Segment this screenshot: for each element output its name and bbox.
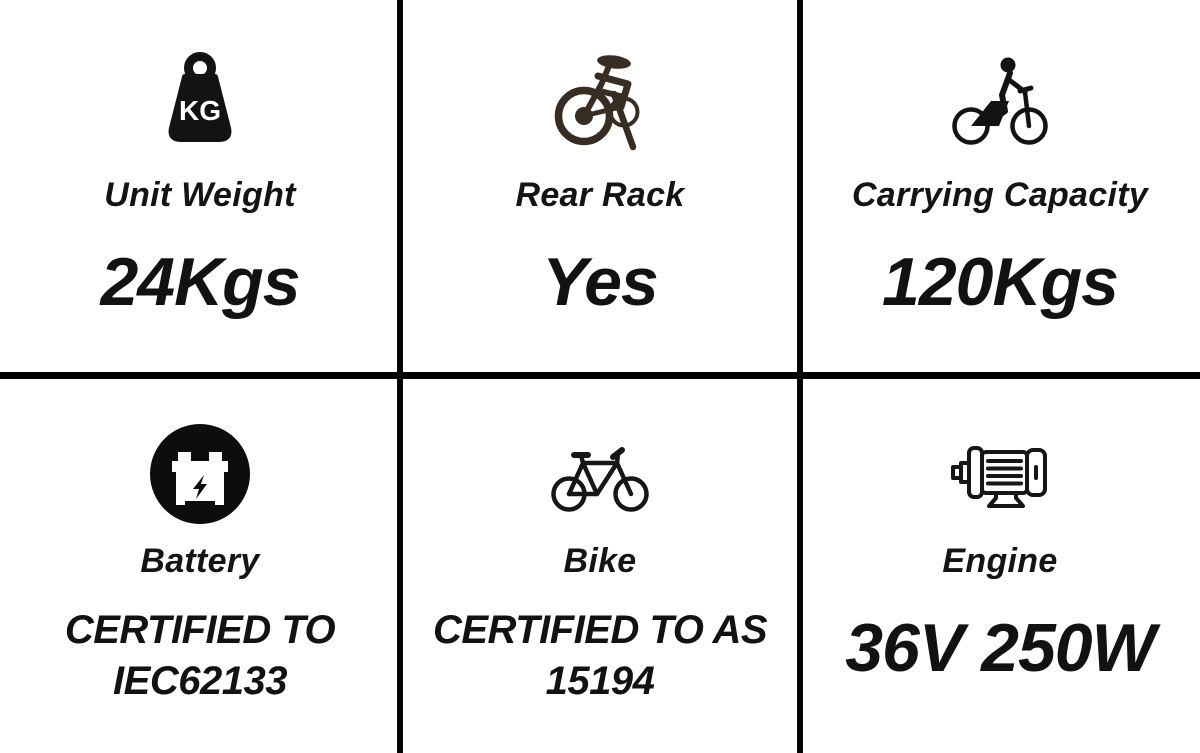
- cell-carrying-capacity: Carrying Capacity 120Kgs: [800, 0, 1200, 376]
- spec-label: Carrying Capacity: [851, 176, 1149, 214]
- spec-value: CERTIFIED TO AS 15194: [432, 608, 768, 704]
- divider-horizontal: [0, 372, 1200, 379]
- spec-value: Yes: [542, 244, 658, 320]
- spec-label: Bike: [563, 542, 637, 580]
- icon-box: [554, 50, 646, 152]
- rear-rack-bike-icon: [554, 55, 640, 151]
- spec-label: Rear Rack: [515, 176, 685, 214]
- spec-value: 36V 250W: [845, 610, 1156, 686]
- icon-box: [950, 50, 1050, 152]
- battery-icon: [150, 424, 250, 524]
- spec-label: Unit Weight: [104, 176, 296, 214]
- svg-text:KG: KG: [179, 95, 221, 126]
- cell-bike: Bike CERTIFIED TO AS 15194: [400, 376, 800, 753]
- cell-engine: Engine 36V 250W: [800, 376, 1200, 753]
- bicycle-icon: [551, 447, 649, 512]
- cell-rear-rack: Rear Rack Yes: [400, 0, 800, 376]
- icon-box: KG: [154, 50, 246, 152]
- spec-value: 120Kgs: [882, 244, 1119, 320]
- cell-unit-weight: KG Unit Weight 24Kgs: [0, 0, 400, 376]
- icon-box: [550, 420, 650, 528]
- cyclist-icon: [952, 57, 1048, 145]
- cell-battery: Battery CERTIFIED TO IEC62133: [0, 376, 400, 753]
- spec-value: 24Kgs: [100, 244, 300, 320]
- electric-motor-icon: [951, 446, 1047, 508]
- icon-box: [148, 420, 252, 528]
- kg-weight-icon: KG: [168, 52, 232, 142]
- spec-label: Engine: [942, 542, 1058, 580]
- icon-box: [950, 420, 1050, 528]
- spec-value: CERTIFIED TO IEC62133: [64, 608, 336, 704]
- spec-label: Battery: [140, 542, 260, 580]
